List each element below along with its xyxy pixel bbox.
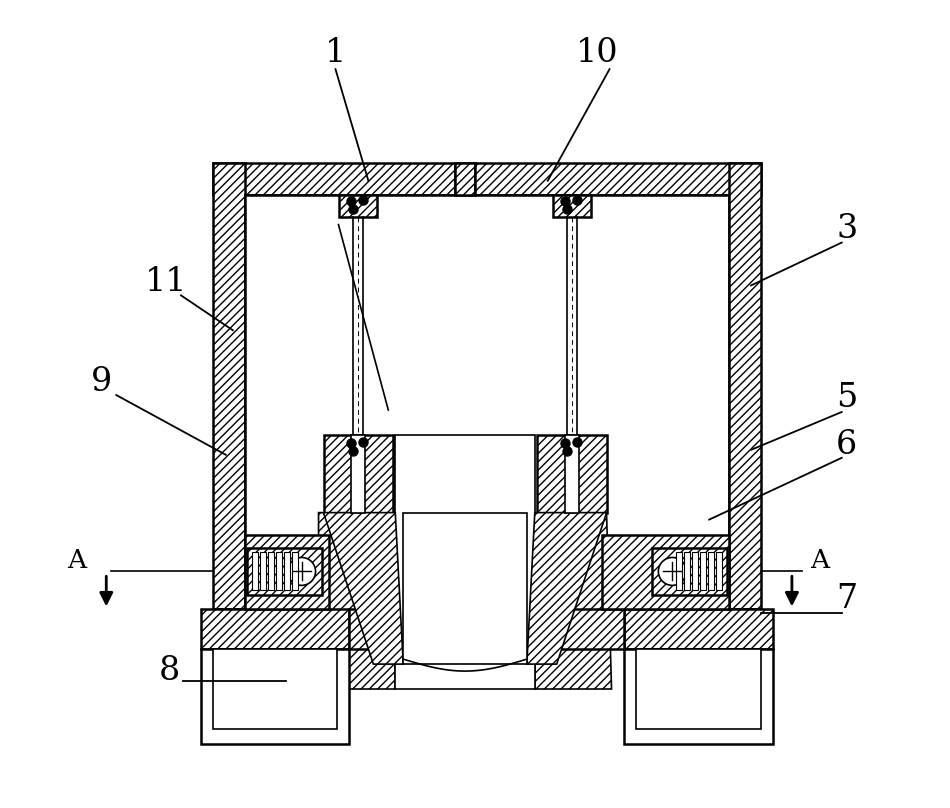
Bar [395,435,535,689]
Bar [653,548,727,595]
Bar [676,553,682,591]
Bar [245,535,329,609]
Text: 10: 10 [577,37,618,69]
Bar [350,609,624,649]
Bar [403,512,527,664]
Bar [201,609,350,649]
Text: A: A [66,549,85,574]
Text: 3: 3 [836,213,857,245]
Bar [553,195,591,217]
Polygon shape [324,512,403,664]
Text: 7: 7 [836,583,857,616]
Bar [708,553,714,591]
Bar [537,435,606,512]
Bar [213,163,245,609]
Bar [213,649,337,729]
Text: 8: 8 [159,655,180,687]
Bar [624,609,773,649]
Bar [284,553,290,591]
Circle shape [288,558,315,585]
Bar [276,553,281,591]
Bar [339,195,377,217]
Bar [252,553,257,591]
Text: 11: 11 [144,267,187,298]
Bar [292,553,297,591]
Bar [716,553,722,591]
Bar [624,649,773,744]
Bar [636,649,761,729]
Bar [259,553,266,591]
Bar [684,553,691,591]
Polygon shape [535,512,612,689]
Text: 1: 1 [325,37,346,69]
Bar [201,649,350,744]
Bar [455,163,475,195]
Text: 6: 6 [836,429,857,461]
Bar [700,553,706,591]
Circle shape [658,558,686,585]
Bar [352,435,366,512]
Text: 9: 9 [90,366,112,398]
Bar [213,163,761,195]
Bar [564,435,579,512]
Bar [693,553,698,591]
Bar [324,435,393,512]
Text: A: A [809,549,829,574]
Bar [268,553,274,591]
Text: 5: 5 [836,382,858,414]
Bar [601,535,729,609]
Bar [247,548,321,595]
Polygon shape [318,512,395,689]
Bar [729,163,761,609]
Polygon shape [527,512,606,664]
